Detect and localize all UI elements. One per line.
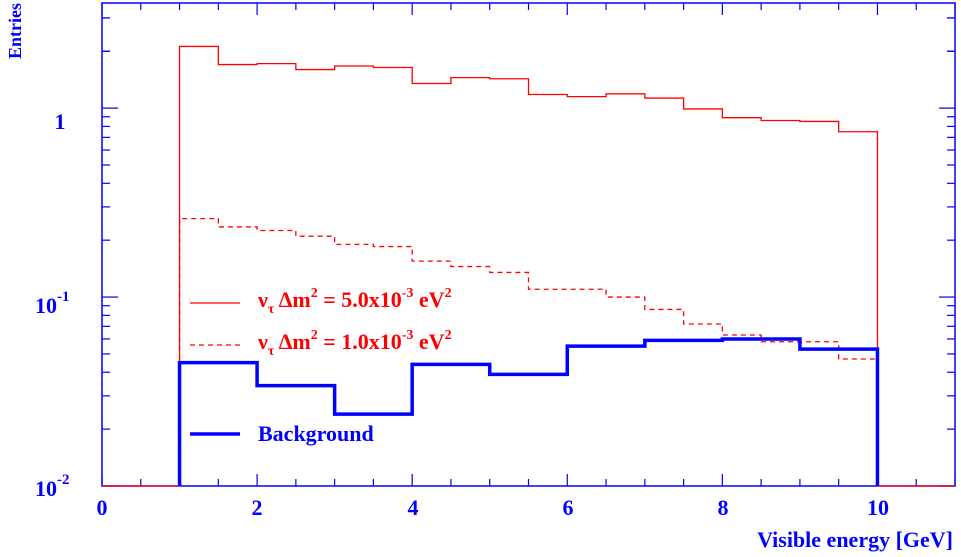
plot-frame <box>101 2 956 487</box>
x-tick-label-4: 4 <box>408 495 419 520</box>
series-solid-step-line <box>178 45 879 486</box>
x-axis-minor-ticks <box>140 3 956 486</box>
series-layer <box>102 45 955 487</box>
series-dashed-step-line <box>178 217 879 486</box>
x-tick-label-6: 6 <box>563 495 574 520</box>
legend: ντ Δm2 = 5.0x10-3 eV2 ντ Δm2 = 1.0x10-3 … <box>190 286 452 446</box>
x-axis-major-ticks <box>101 3 879 486</box>
legend-entry-dashed: ντ Δm2 = 1.0x10-3 eV2 <box>257 328 452 359</box>
y-tick-label-0.01: 10-2 <box>35 472 70 501</box>
series-solid-thick-step-line <box>177 337 880 486</box>
x-tick-label-2: 2 <box>252 495 263 520</box>
x-tick-label-8: 8 <box>718 495 729 520</box>
y-tick-label-1: 1 <box>55 109 66 134</box>
legend-entry-background: Background <box>258 421 374 446</box>
x-tick-label-0: 0 <box>97 495 108 520</box>
y-axis-title: Entries <box>5 3 25 59</box>
x-axis-title: Visible energy [GeV] <box>757 527 953 552</box>
legend-entry-solid: ντ Δm2 = 5.0x10-3 eV2 <box>257 286 452 317</box>
x-tick-label-10: 10 <box>867 495 889 520</box>
y-tick-label-0.1: 10-1 <box>35 289 70 318</box>
